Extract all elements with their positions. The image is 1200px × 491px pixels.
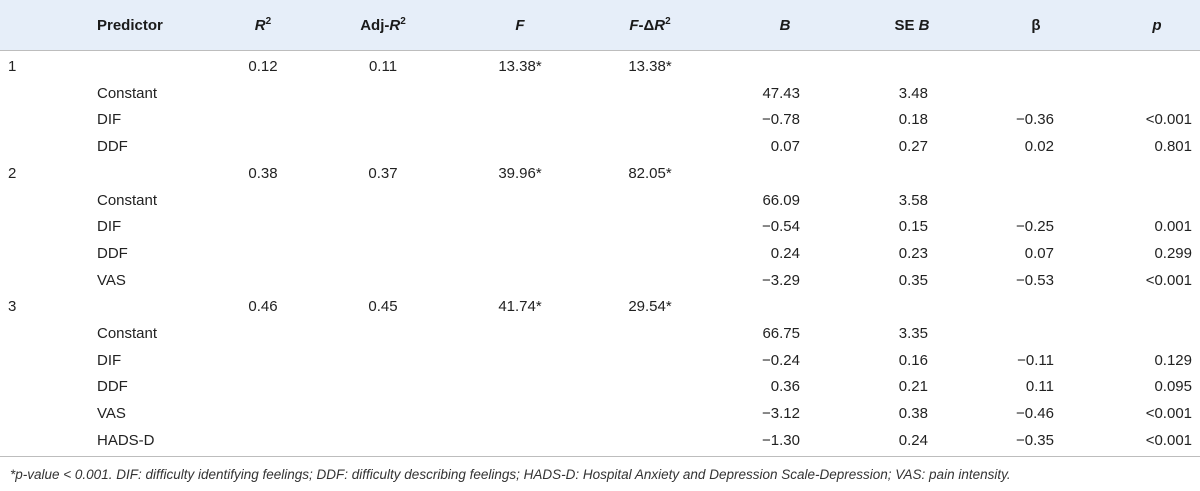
cell-fdelta: 13.38* bbox=[628, 58, 672, 75]
cell-b: 0.24 bbox=[770, 245, 800, 262]
cell-model: 1 bbox=[8, 58, 17, 75]
cell-beta: −0.11 bbox=[1017, 352, 1054, 369]
cell-predictor: DIF bbox=[97, 218, 122, 235]
cell-p: <0.001 bbox=[1145, 405, 1192, 422]
cell-beta: 0.07 bbox=[1024, 245, 1054, 262]
cell-predictor: DDF bbox=[97, 138, 128, 155]
cell-r2: 0.38 bbox=[248, 165, 278, 182]
cell-b: −1.30 bbox=[762, 432, 800, 449]
cell-adjr2: 0.37 bbox=[368, 165, 398, 182]
cell-beta: 0.11 bbox=[1025, 378, 1054, 395]
header-f: F bbox=[515, 17, 525, 34]
cell-seb: 0.24 bbox=[898, 432, 928, 449]
cell-p: <0.001 bbox=[1145, 111, 1192, 128]
cell-p: <0.001 bbox=[1145, 432, 1192, 449]
header-rule bbox=[0, 50, 1200, 51]
cell-fdelta: 29.54* bbox=[628, 298, 672, 315]
cell-predictor: DDF bbox=[97, 245, 128, 262]
cell-seb: 0.38 bbox=[898, 405, 928, 422]
header-se-b: SE B bbox=[894, 17, 930, 34]
cell-seb: 0.35 bbox=[898, 272, 928, 289]
header-f-delta-r2: F-ΔR2 bbox=[629, 16, 671, 35]
cell-seb: 0.16 bbox=[898, 352, 928, 369]
cell-b: −0.54 bbox=[762, 218, 800, 235]
cell-f: 13.38* bbox=[498, 58, 542, 75]
cell-adjr2: 0.45 bbox=[368, 298, 398, 315]
cell-predictor: DIF bbox=[97, 111, 122, 128]
cell-beta: −0.25 bbox=[1016, 218, 1054, 235]
cell-seb: 0.27 bbox=[898, 138, 928, 155]
header-p: p bbox=[1152, 17, 1162, 34]
table-header-band bbox=[0, 0, 1200, 50]
cell-r2: 0.46 bbox=[248, 298, 278, 315]
cell-seb: 3.58 bbox=[898, 192, 928, 209]
cell-b: 66.09 bbox=[762, 192, 800, 209]
cell-predictor: HADS-D bbox=[97, 432, 155, 449]
cell-b: −3.12 bbox=[762, 405, 800, 422]
cell-seb: 0.23 bbox=[898, 245, 928, 262]
cell-seb: 0.18 bbox=[898, 111, 928, 128]
cell-r2: 0.12 bbox=[248, 58, 278, 75]
cell-b: −0.24 bbox=[762, 352, 800, 369]
cell-predictor: Constant bbox=[97, 85, 158, 102]
table-bottom-rule bbox=[0, 456, 1200, 457]
cell-p: <0.001 bbox=[1145, 272, 1192, 289]
cell-b: 47.43 bbox=[762, 85, 800, 102]
cell-predictor: DDF bbox=[97, 378, 128, 395]
cell-predictor: VAS bbox=[97, 405, 126, 422]
cell-b: −0.78 bbox=[762, 111, 800, 128]
cell-predictor: VAS bbox=[97, 272, 126, 289]
cell-fdelta: 82.05* bbox=[628, 165, 672, 182]
cell-b: 0.36 bbox=[770, 378, 800, 395]
cell-p: 0.001 bbox=[1154, 218, 1192, 235]
cell-beta: 0.02 bbox=[1024, 138, 1054, 155]
header-r2: R2 bbox=[254, 16, 272, 35]
table-footnote: *p-value < 0.001. DIF: difficulty identi… bbox=[10, 467, 1011, 482]
cell-adjr2: 0.11 bbox=[368, 58, 398, 75]
cell-p: 0.129 bbox=[1154, 352, 1192, 369]
cell-b: −3.29 bbox=[762, 272, 800, 289]
cell-p: 0.299 bbox=[1154, 245, 1192, 262]
cell-seb: 0.15 bbox=[898, 218, 928, 235]
header-beta: β bbox=[1031, 17, 1041, 34]
cell-f: 39.96* bbox=[498, 165, 542, 182]
cell-beta: −0.46 bbox=[1016, 405, 1054, 422]
cell-b: 0.07 bbox=[770, 138, 800, 155]
cell-b: 66.75 bbox=[762, 325, 800, 342]
header-adj-r2: Adj-R2 bbox=[360, 16, 406, 35]
cell-f: 41.74* bbox=[498, 298, 542, 315]
cell-seb: 3.48 bbox=[898, 85, 928, 102]
cell-p: 0.801 bbox=[1154, 138, 1192, 155]
header-predictor: Predictor bbox=[97, 17, 163, 34]
cell-seb: 0.21 bbox=[898, 378, 928, 395]
cell-model: 2 bbox=[8, 165, 17, 182]
header-b: B bbox=[779, 17, 791, 34]
cell-predictor: Constant bbox=[97, 325, 158, 342]
cell-model: 3 bbox=[8, 298, 17, 315]
cell-beta: −0.35 bbox=[1016, 432, 1054, 449]
cell-predictor: Constant bbox=[97, 192, 158, 209]
cell-beta: −0.53 bbox=[1016, 272, 1054, 289]
cell-predictor: DIF bbox=[97, 352, 122, 369]
cell-beta: −0.36 bbox=[1016, 111, 1054, 128]
cell-p: 0.095 bbox=[1154, 378, 1192, 395]
cell-seb: 3.35 bbox=[898, 325, 928, 342]
